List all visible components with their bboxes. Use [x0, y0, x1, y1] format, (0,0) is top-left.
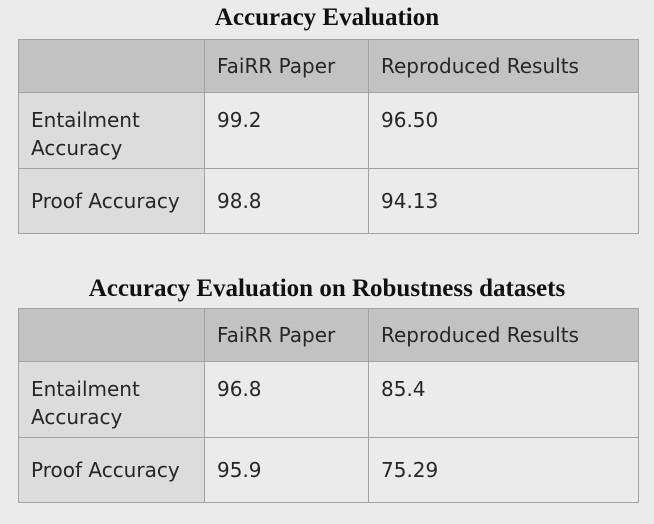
table-row: Proof Accuracy 95.9 75.29 [18, 437, 639, 503]
row-label: Proof Accuracy [18, 168, 205, 234]
row-label: Entailment Accuracy [18, 92, 205, 169]
header-cell-empty [18, 39, 205, 93]
table-row: Entailment Accuracy 99.2 96.50 [18, 92, 639, 169]
cell-fairr-paper: 96.8 [204, 361, 369, 438]
cell-reproduced-results: 85.4 [368, 361, 639, 438]
accuracy-evaluation-table: FaiRR Paper Reproduced Results Entailmen… [18, 39, 639, 234]
table-row: Proof Accuracy 98.8 94.13 [18, 168, 639, 234]
header-cell-reproduced-results: Reproduced Results [368, 308, 639, 362]
row-label: Entailment Accuracy [18, 361, 205, 438]
row-label: Proof Accuracy [18, 437, 205, 503]
header-cell-reproduced-results: Reproduced Results [368, 39, 639, 93]
table-row: Entailment Accuracy 96.8 85.4 [18, 361, 639, 438]
cell-fairr-paper: 98.8 [204, 168, 369, 234]
cell-fairr-paper: 95.9 [204, 437, 369, 503]
header-cell-empty [18, 308, 205, 362]
cell-reproduced-results: 96.50 [368, 92, 639, 169]
cell-reproduced-results: 75.29 [368, 437, 639, 503]
table-title-accuracy-evaluation: Accuracy Evaluation [214, 4, 440, 31]
header-row: FaiRR Paper Reproduced Results [18, 39, 639, 93]
cell-reproduced-results: 94.13 [368, 168, 639, 234]
header-row: FaiRR Paper Reproduced Results [18, 308, 639, 362]
header-cell-fairr-paper: FaiRR Paper [204, 39, 369, 93]
header-cell-fairr-paper: FaiRR Paper [204, 308, 369, 362]
cell-fairr-paper: 99.2 [204, 92, 369, 169]
table-title-robustness-evaluation: Accuracy Evaluation on Robustness datase… [88, 275, 566, 302]
robustness-evaluation-table: FaiRR Paper Reproduced Results Entailmen… [18, 308, 639, 503]
